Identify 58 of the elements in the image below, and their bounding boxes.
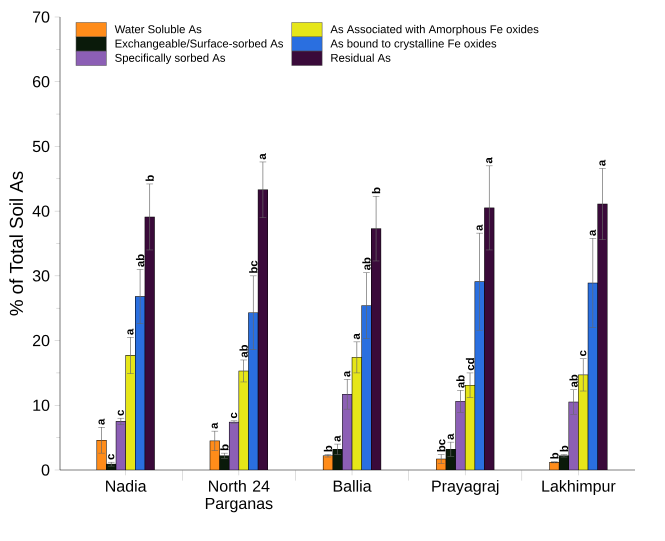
y-tick-label: 10 [33,400,50,411]
annotation: ab [136,254,144,267]
annotation: ab [569,374,578,388]
annotation: b [324,446,332,452]
y-tick-label: 50 [32,140,50,152]
annotation: c [108,454,114,460]
annotation: c [580,350,586,356]
annotation: a [212,422,218,429]
annotation: a [476,224,483,231]
y-tick-label: 60 [32,76,50,88]
annotation: a [344,370,350,377]
x-tick-label: North 24 Parganas [206,480,272,512]
bar [588,282,598,470]
annotation: a [127,328,134,335]
annotation: b [372,188,380,194]
annotation: a [599,160,606,166]
y-tick-label: 0 [42,464,50,476]
bar [549,462,560,470]
annotation: a [486,157,492,164]
annotation: a [590,230,596,236]
annotation: a [260,153,266,160]
bar [210,440,220,470]
bar [474,282,484,470]
annotation: b [220,444,229,450]
annotation: bc [249,260,258,273]
annotation: a [334,435,341,442]
y-axis-title: % of Total Soil As [9,172,24,316]
x-tick-label: Lakhimpur [542,480,616,495]
annotation: c [230,412,238,418]
bar [96,440,106,470]
bar [362,306,372,470]
legend-label: As Associated with Amorphous Fe oxides [330,24,538,36]
x-tick-label: Ballia [334,480,372,492]
y-tick-label: 20 [32,334,50,346]
y-tick-label: 70 [32,11,50,23]
annotation: ab [239,344,248,358]
annotation: cd [466,358,474,370]
bar [248,312,258,470]
legend-label: As bound to crystalline Fe oxides [330,39,496,50]
x-tick-label: Prayagraj [432,480,498,495]
y-tick-label: 40 [32,205,50,217]
legend-label: Residual As [331,54,390,62]
annotation: a [98,418,105,425]
annotation: b [550,452,559,459]
annotation: bc [437,439,446,452]
legend-label: Water Soluble As [114,24,202,34]
annotation: ab [456,375,465,388]
annotation: b [146,175,154,181]
y-tick-label: 30 [32,270,50,282]
annotation: a [448,434,454,440]
annotation: b [560,446,568,452]
x-tick-label: Nadia [106,480,147,492]
legend-label: Exchangeable/Surface-sorbed As [116,39,284,50]
annotation: a [354,333,360,340]
bar [135,296,145,470]
annotation: ab [362,258,371,270]
annotation: c [118,410,124,416]
legend-label: Specifically sorbed As [115,54,226,64]
